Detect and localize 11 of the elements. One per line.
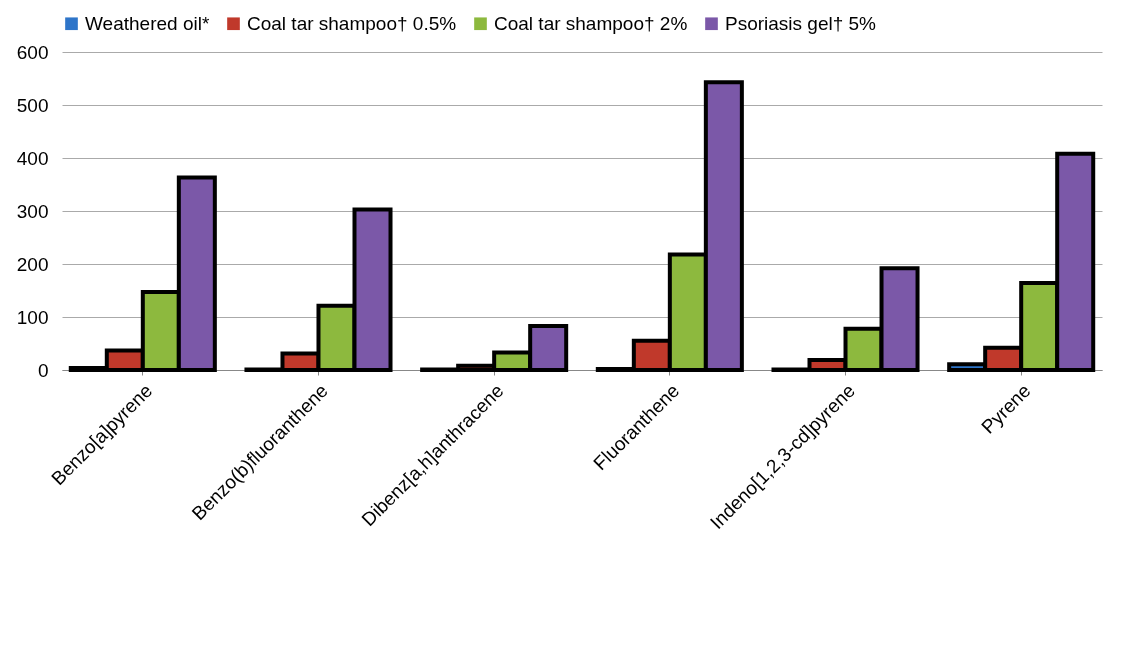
y-tick-label: 400 xyxy=(16,147,49,169)
legend-label: Coal tar shampoo† 2% xyxy=(494,12,688,34)
legend-label: Coal tar shampoo† 0.5% xyxy=(247,12,457,34)
y-tick-label: 500 xyxy=(16,94,49,116)
y-tick-label: 600 xyxy=(16,41,49,63)
y-tick-label: 200 xyxy=(16,253,49,275)
y-tick-label: 300 xyxy=(16,200,49,222)
y-tick-label: 0 xyxy=(37,359,49,381)
legend-label: Weathered oil* xyxy=(85,12,210,34)
y-tick-label: 100 xyxy=(16,306,49,328)
legend-label: Psoriasis gel† 5% xyxy=(725,12,877,34)
